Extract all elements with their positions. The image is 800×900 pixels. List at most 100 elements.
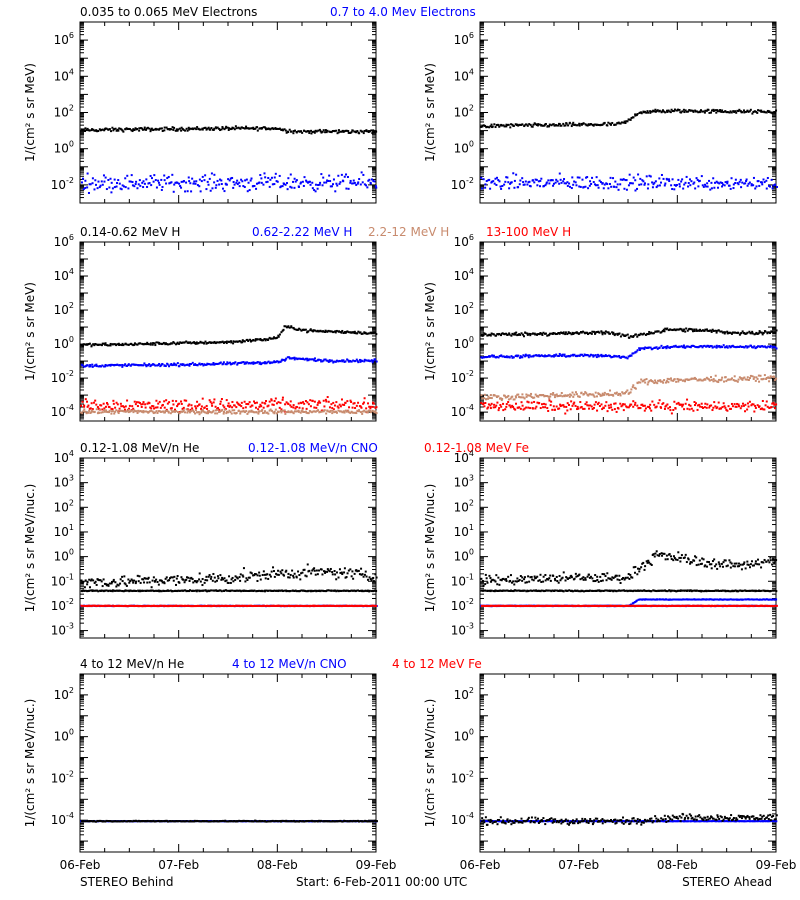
data-point: [584, 332, 587, 335]
data-point: [311, 590, 314, 593]
data-point: [758, 380, 761, 383]
data-point: [107, 128, 110, 131]
data-point: [129, 180, 132, 183]
data-point: [169, 407, 172, 410]
data-point: [607, 187, 610, 190]
data-point: [568, 121, 571, 124]
data-point: [535, 123, 538, 126]
data-point: [308, 180, 311, 183]
data-point: [641, 179, 644, 182]
data-point: [332, 331, 335, 334]
data-point: [590, 182, 593, 185]
data-point: [703, 183, 706, 186]
data-point: [234, 575, 237, 578]
data-point: [145, 127, 148, 130]
data-point: [699, 328, 702, 331]
data-point: [110, 412, 113, 415]
data-point: [608, 332, 611, 335]
data-point: [170, 362, 173, 365]
data-point: [715, 111, 718, 114]
data-point: [193, 410, 196, 413]
data-point: [680, 111, 683, 114]
data-point: [648, 174, 651, 177]
data-point: [634, 179, 637, 182]
data-point: [191, 341, 194, 344]
data-point: [356, 182, 359, 185]
data-point: [185, 363, 188, 366]
data-point: [551, 408, 554, 411]
data-point: [348, 590, 351, 593]
data-point: [490, 332, 493, 335]
data-point: [500, 399, 503, 402]
data-point: [531, 125, 534, 128]
data-point: [81, 590, 84, 593]
data-point: [329, 360, 332, 363]
data-point: [704, 378, 707, 381]
data-point: [300, 181, 303, 184]
data-point: [698, 345, 701, 348]
data-point: [330, 359, 333, 362]
data-point: [673, 188, 676, 191]
data-point: [576, 176, 579, 179]
data-point: [123, 408, 126, 411]
data-point: [712, 110, 715, 113]
data-point: [535, 405, 538, 408]
data-point: [357, 409, 360, 412]
data-point: [139, 590, 142, 593]
data-point: [678, 403, 681, 406]
data-point: [657, 330, 660, 333]
data-point: [566, 333, 569, 336]
data-point: [273, 336, 276, 339]
data-point: [624, 392, 627, 395]
data-point: [708, 404, 711, 407]
y-tick-label: 10-2: [51, 597, 74, 613]
data-point: [265, 400, 268, 403]
data-point: [482, 178, 485, 181]
data-point: [194, 409, 197, 412]
data-point: [626, 357, 629, 360]
data-point: [334, 573, 337, 576]
data-point: [623, 355, 626, 358]
series-black: [80, 125, 378, 135]
data-point: [227, 402, 230, 405]
data-point: [267, 404, 270, 407]
data-point: [206, 363, 209, 366]
data-point: [494, 406, 497, 409]
data-point: [203, 363, 206, 366]
data-point: [563, 124, 566, 127]
data-point: [281, 569, 284, 572]
data-point: [586, 176, 589, 179]
data-point: [199, 341, 202, 344]
data-point: [565, 355, 568, 358]
data-point: [775, 403, 778, 406]
data-point: [714, 181, 717, 184]
data-point: [534, 407, 537, 410]
data-point: [595, 356, 598, 359]
data-point: [768, 377, 771, 380]
data-point: [82, 128, 85, 131]
data-point: [728, 345, 731, 348]
data-point: [714, 405, 717, 408]
data-point: [665, 380, 668, 383]
data-point: [315, 406, 318, 409]
data-point: [327, 179, 330, 182]
data-point: [562, 332, 565, 335]
data-point: [248, 401, 251, 404]
data-point: [695, 328, 698, 331]
data-point: [361, 589, 364, 592]
data-point: [109, 363, 112, 366]
data-point: [150, 364, 153, 367]
data-point: [158, 341, 161, 344]
data-point: [259, 337, 262, 340]
data-point: [319, 359, 322, 362]
data-point: [530, 392, 533, 395]
data-point: [186, 411, 189, 414]
data-point: [139, 581, 142, 584]
data-point: [126, 364, 129, 367]
data-point: [313, 357, 316, 360]
data-point: [229, 404, 232, 407]
data-point: [670, 412, 673, 415]
legend-entry: 0.12-1.08 MeV Fe: [424, 441, 529, 455]
plot-frame: [79, 21, 377, 204]
data-point: [731, 405, 734, 408]
